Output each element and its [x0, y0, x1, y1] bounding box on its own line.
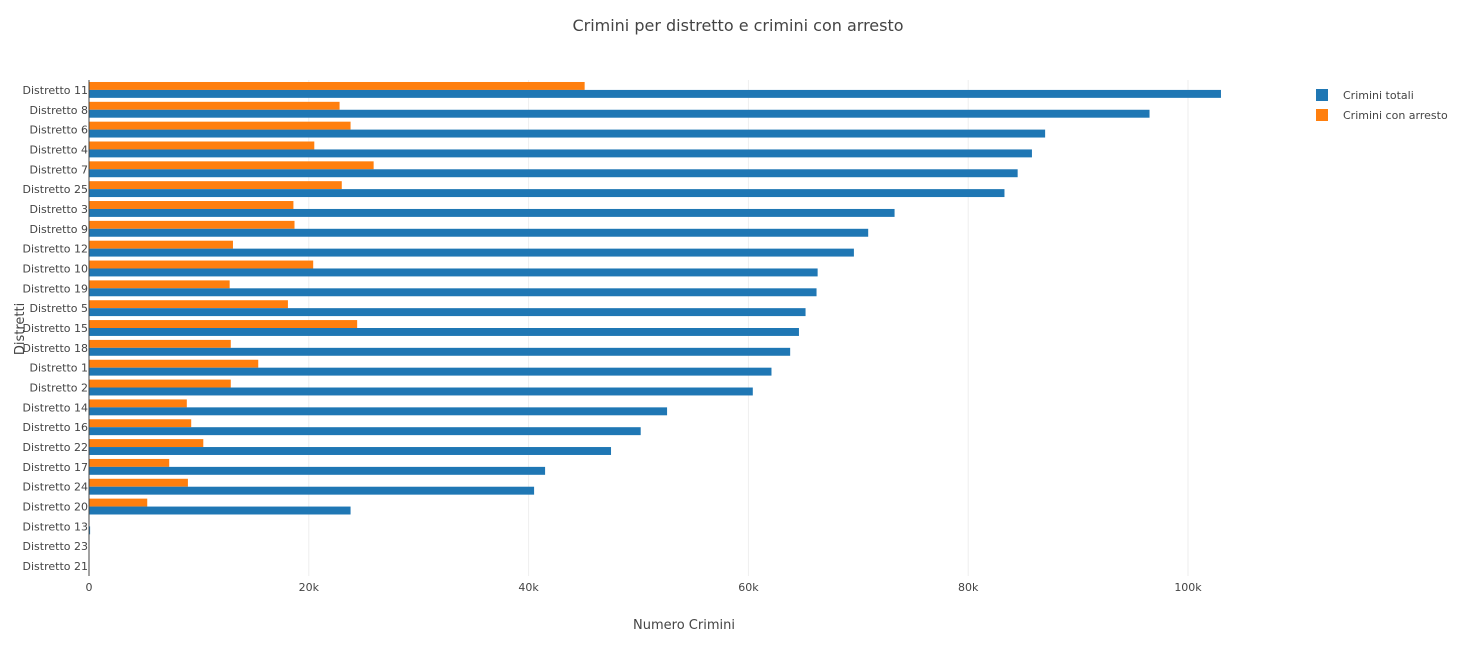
y-tick-label: Distretto 4	[30, 143, 88, 156]
bar-crimini-totali[interactable]	[89, 308, 806, 317]
bar-crimini-con-arresto[interactable]	[89, 81, 585, 90]
bar-crimini-totali[interactable]	[89, 189, 1005, 198]
bar-crimini-totali[interactable]	[89, 89, 1221, 98]
x-tick-label: 0	[86, 581, 93, 594]
bar-crimini-totali[interactable]	[89, 208, 895, 217]
x-axis-title: Numero Crimini	[633, 618, 735, 633]
bar-crimini-con-arresto[interactable]	[89, 439, 204, 448]
bar-crimini-con-arresto[interactable]	[89, 220, 295, 229]
bar-crimini-totali[interactable]	[89, 506, 351, 515]
bar-crimini-totali[interactable]	[89, 228, 869, 237]
bar-crimini-con-arresto[interactable]	[89, 101, 340, 110]
legend-swatch	[1316, 109, 1328, 121]
bar-crimini-totali[interactable]	[89, 328, 799, 336]
bar-crimini-totali[interactable]	[89, 407, 668, 416]
bar-crimini-con-arresto[interactable]	[89, 478, 188, 487]
legend[interactable]: Crimini totali Crimini con arresto	[1316, 89, 1448, 122]
bar-crimini-con-arresto[interactable]	[89, 379, 231, 388]
y-tick-label: Distretto 14	[23, 401, 88, 414]
bar-crimini-con-arresto[interactable]	[89, 141, 315, 150]
bar-crimini-totali[interactable]	[89, 387, 753, 396]
bar-crimini-con-arresto[interactable]	[89, 260, 314, 269]
y-axis-ticks: Distretto 11 Distretto 8 Distretto 6 Distre…	[23, 84, 88, 573]
x-tick-label: 60k	[738, 581, 759, 594]
y-tick-label: Distretto 24	[23, 481, 88, 494]
y-tick-label: Distretto 19	[23, 282, 88, 295]
y-tick-label: Distretto 7	[30, 163, 88, 176]
bar-crimini-totali[interactable]	[89, 447, 612, 455]
legend-item[interactable]: Crimini con arresto	[1316, 109, 1448, 122]
bars	[89, 81, 1221, 575]
y-tick-label: Distretto 15	[23, 322, 88, 335]
y-tick-label: Distretto 16	[23, 421, 88, 434]
bar-crimini-totali[interactable]	[89, 109, 1150, 118]
bar-crimini-totali[interactable]	[89, 149, 1032, 158]
bar-crimini-con-arresto[interactable]	[89, 121, 351, 130]
y-tick-label: Distretto 17	[23, 461, 88, 474]
bar-crimini-con-arresto[interactable]	[89, 280, 230, 289]
bar-crimini-totali[interactable]	[89, 486, 535, 495]
bar-crimini-con-arresto[interactable]	[89, 181, 342, 190]
bar-crimini-con-arresto[interactable]	[89, 300, 288, 309]
y-tick-label: Distretto 6	[30, 124, 88, 137]
bar-crimini-con-arresto[interactable]	[89, 458, 170, 467]
bar-crimini-totali[interactable]	[89, 367, 772, 376]
x-tick-label: 20k	[299, 581, 320, 594]
y-tick-label: Distretto 12	[23, 243, 88, 256]
x-axis-ticks: 0 20k 40k 60k 80k 100k	[86, 581, 1203, 594]
y-tick-label: Distretto 21	[23, 560, 88, 573]
y-tick-label: Distretto 13	[23, 520, 88, 533]
bar-crimini-totali[interactable]	[89, 526, 91, 535]
y-tick-label: Distretto 11	[23, 84, 88, 97]
y-tick-label: Distretto 23	[23, 540, 88, 553]
legend-label: Crimini totali	[1343, 89, 1414, 102]
bar-crimini-totali[interactable]	[89, 129, 1046, 138]
bar-crimini-totali[interactable]	[89, 466, 546, 475]
bar-crimini-con-arresto[interactable]	[89, 161, 374, 170]
legend-label: Crimini con arresto	[1343, 109, 1448, 122]
y-tick-label: Distretto 2	[30, 382, 88, 395]
bar-crimini-totali[interactable]	[89, 288, 817, 297]
bar-crimini-con-arresto[interactable]	[89, 498, 148, 507]
bar-crimini-totali[interactable]	[89, 427, 641, 436]
legend-item[interactable]: Crimini totali	[1316, 89, 1414, 102]
bar-crimini-con-arresto[interactable]	[89, 320, 358, 328]
bar-crimini-con-arresto[interactable]	[89, 419, 192, 428]
legend-swatch	[1316, 89, 1328, 101]
bar-crimini-con-arresto[interactable]	[89, 201, 294, 209]
y-tick-label: Distretto 8	[30, 104, 88, 117]
y-tick-label: Distretto 18	[23, 342, 88, 355]
y-tick-label: Distretto 9	[30, 223, 88, 236]
bar-crimini-totali[interactable]	[89, 268, 818, 277]
bar-crimini-con-arresto[interactable]	[89, 339, 231, 348]
bar-crimini-totali[interactable]	[89, 248, 854, 257]
y-tick-label: Distretto 5	[30, 302, 88, 315]
bar-crimini-con-arresto[interactable]	[89, 399, 187, 408]
y-tick-label: Distretto 1	[30, 362, 88, 375]
x-tick-label: 100k	[1174, 581, 1202, 594]
x-tick-label: 80k	[958, 581, 979, 594]
y-tick-label: Distretto 20	[23, 501, 88, 514]
bar-crimini-totali[interactable]	[89, 347, 791, 356]
y-tick-label: Distretto 10	[23, 262, 88, 275]
y-axis-title: Distretti	[13, 303, 28, 355]
bar-crimini-con-arresto[interactable]	[89, 359, 259, 368]
y-tick-label: Distretto 25	[23, 183, 88, 196]
x-tick-label: 40k	[518, 581, 539, 594]
y-tick-label: Distretto 22	[23, 441, 88, 454]
bar-crimini-totali[interactable]	[89, 169, 1018, 178]
bar-crimini-con-arresto[interactable]	[89, 240, 233, 249]
chart-title: Crimini per distretto e crimini con arre…	[572, 16, 903, 35]
y-tick-label: Distretto 3	[30, 203, 88, 216]
